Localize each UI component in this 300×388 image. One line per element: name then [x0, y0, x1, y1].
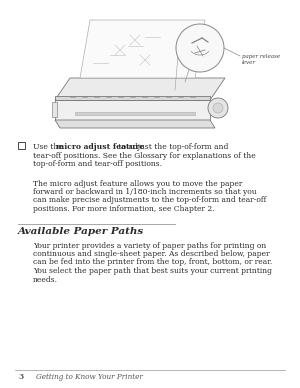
Text: micro adjust feature: micro adjust feature [56, 143, 144, 151]
Circle shape [176, 24, 224, 72]
Polygon shape [80, 20, 205, 78]
Polygon shape [55, 78, 225, 100]
Bar [55, 96, 210, 100]
Bar [75, 112, 195, 115]
Text: tear-off positions. See the Glossary for explanations of the: tear-off positions. See the Glossary for… [33, 151, 256, 159]
Text: needs.: needs. [33, 275, 58, 284]
Polygon shape [55, 120, 215, 128]
Text: Available Paper Paths: Available Paper Paths [18, 227, 144, 237]
Text: forward or backward in 1/180-inch increments so that you: forward or backward in 1/180-inch increm… [33, 188, 256, 196]
Text: Your printer provides a variety of paper paths for printing on: Your printer provides a variety of paper… [33, 241, 266, 249]
Text: can make precise adjustments to the top-of-form and tear-off: can make precise adjustments to the top-… [33, 196, 266, 204]
Text: You select the paper path that best suits your current printing: You select the paper path that best suit… [33, 267, 272, 275]
Circle shape [213, 103, 223, 113]
Bar [18, 142, 25, 149]
Text: top-of-form and tear-off positions.: top-of-form and tear-off positions. [33, 160, 162, 168]
Bar [52, 102, 57, 117]
Text: continuous and single-sheet paper. As described below, paper: continuous and single-sheet paper. As de… [33, 250, 270, 258]
Polygon shape [55, 100, 210, 120]
Text: The micro adjust feature allows you to move the paper: The micro adjust feature allows you to m… [33, 180, 242, 187]
Text: Use the: Use the [33, 143, 65, 151]
Text: 3: 3 [18, 373, 23, 381]
Text: positions. For more information, see Chapter 2.: positions. For more information, see Cha… [33, 205, 214, 213]
Text: to adjust the top-of-form and: to adjust the top-of-form and [116, 143, 228, 151]
Text: can be fed into the printer from the top, front, bottom, or rear.: can be fed into the printer from the top… [33, 258, 272, 267]
Circle shape [208, 98, 228, 118]
Text: Getting to Know Your Printer: Getting to Know Your Printer [36, 373, 143, 381]
Text: paper release
lever: paper release lever [242, 54, 280, 65]
